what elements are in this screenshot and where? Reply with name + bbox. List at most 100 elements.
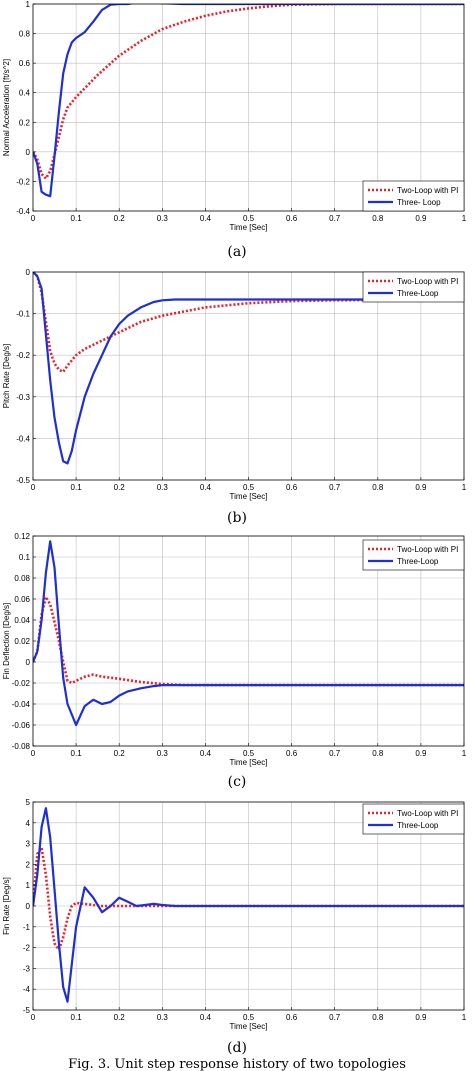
x-axis-label: Time [Sec]	[230, 758, 268, 767]
x-tick-label: 0.7	[329, 749, 341, 758]
chart-panel-d: 0 0.1 0.2 0.3 0.4 0.5 0.6 0.7 0.8 0.9 1 -5 -4 -3 -2 -1 0…	[2, 798, 467, 1056]
x-tick-label: 1	[462, 214, 467, 223]
legend-box	[362, 539, 465, 571]
y-tick-label: -0.02	[12, 679, 31, 688]
y-tick-label: -0.08	[12, 742, 31, 751]
y-tick-label: 0.08	[14, 574, 30, 583]
y-axis-label: Pitch Rate [Deg/s]	[2, 344, 11, 408]
x-tick-label: 0.6	[286, 214, 298, 223]
x-tick-label: 0.4	[200, 214, 212, 223]
x-tick-label: 0.3	[157, 483, 169, 492]
x-axis-label: Time [Sec]	[230, 492, 268, 501]
legend-label-three-loop: Three-Loop	[397, 557, 439, 566]
y-tick-label: 0.8	[19, 30, 31, 39]
y-tick-label: -0.5	[16, 476, 30, 485]
series-line-three-loop	[33, 272, 464, 465]
y-tick-label: 0.2	[19, 118, 31, 127]
y-tick-label: 1	[26, 0, 31, 9]
y-axis-label: Fin Rate [Deg/s]	[2, 877, 11, 935]
y-tick-label: -0.1	[16, 310, 30, 319]
y-tick-label: -0.3	[16, 393, 30, 402]
legend: Two-Loop with PI Three-Loop	[362, 271, 465, 303]
legend-label-two-loop: Two-Loop with PI	[397, 809, 458, 818]
x-tick-label: 0.8	[372, 214, 384, 223]
x-tick-label: 0.2	[114, 483, 126, 492]
x-tick-label: 0	[31, 1013, 36, 1022]
y-tick-label: 0.04	[14, 616, 30, 625]
series-group	[33, 272, 464, 465]
grid-lines	[33, 272, 464, 480]
series-line-three-loop	[33, 540, 464, 727]
y-tick-label: 0.6	[19, 59, 31, 68]
x-tick-label: 0.5	[243, 483, 255, 492]
x-tick-label: 0.3	[157, 1013, 169, 1022]
x-tick-label: 0.6	[286, 749, 298, 758]
figure-caption: Fig. 3. Unit step response history of tw…	[68, 1057, 406, 1071]
y-tick-label: 2	[26, 860, 31, 869]
x-tick-label: 0.8	[372, 483, 384, 492]
x-tick-label: 0.8	[372, 1013, 384, 1022]
x-tick-label: 0	[31, 749, 36, 758]
legend-box	[362, 180, 465, 212]
legend: Two-Loop with PI Three- Loop	[362, 180, 465, 212]
y-tick-label: -0.04	[12, 700, 31, 709]
x-tick-label: 0.7	[329, 1013, 341, 1022]
sub-caption-a: (a)	[227, 244, 246, 260]
x-tick-label: 0.5	[243, 749, 255, 758]
y-tick-label: -0.2	[16, 351, 30, 360]
x-tick-label: 0.1	[71, 749, 83, 758]
legend-label-three-loop: Three- Loop	[397, 198, 441, 207]
legend-label-three-loop: Three-Loop	[397, 821, 439, 830]
x-tick-label: 0.4	[200, 749, 212, 758]
y-tick-label: 5	[26, 798, 31, 807]
x-tick-label: 1	[462, 483, 467, 492]
legend: Two-Loop with PI Three-Loop	[362, 803, 465, 835]
x-tick-label: 0.7	[329, 483, 341, 492]
legend-label-two-loop: Two-Loop with PI	[397, 277, 458, 286]
x-tick-label: 1	[462, 749, 467, 758]
y-tick-label: 0.12	[14, 532, 30, 541]
y-tick-label: -4	[23, 985, 31, 994]
sub-caption-d: (d)	[227, 1040, 247, 1056]
y-tick-label: 0.4	[19, 89, 31, 98]
series-group	[33, 540, 464, 727]
y-tick-label: -0.06	[12, 721, 31, 730]
x-tick-label: 0.6	[286, 483, 298, 492]
legend-label-three-loop: Three-Loop	[397, 289, 439, 298]
chart-panel-a: 0 0.1 0.2 0.3 0.4 0.5 0.6 0.7 0.8 0.9 1 -0.4 -0.2 0 0.…	[2, 0, 467, 260]
sub-caption-c: (c)	[228, 774, 247, 790]
x-tick-label: 1	[462, 1013, 467, 1022]
y-tick-label: 0	[26, 268, 31, 277]
x-tick-label: 0.5	[243, 214, 255, 223]
x-tick-label: 0.2	[114, 1013, 126, 1022]
y-tick-label: 3	[26, 840, 31, 849]
x-tick-label: 0.1	[71, 214, 83, 223]
y-axis-label: Normal Acceleration [ft/s^2]	[2, 59, 11, 156]
y-tick-label: 0.06	[14, 595, 30, 604]
x-tick-label: 0.4	[200, 1013, 212, 1022]
y-tick-label: -0.2	[16, 177, 30, 186]
legend-label-two-loop: Two-Loop with PI	[397, 186, 458, 195]
x-tick-label: 0.8	[372, 749, 384, 758]
y-tick-label: 0	[26, 902, 31, 911]
x-tick-label: 0.1	[71, 483, 83, 492]
x-tick-label: 0.9	[415, 214, 427, 223]
y-tick-label: 0	[26, 148, 31, 157]
y-tick-label: -2	[23, 944, 31, 953]
sub-caption-b: (b)	[227, 510, 247, 526]
x-axis-label: Time [Sec]	[230, 1022, 268, 1031]
x-tick-label: 0.2	[114, 749, 126, 758]
x-tick-label: 0	[31, 483, 36, 492]
y-tick-label: -3	[23, 964, 31, 973]
legend-box	[362, 271, 465, 303]
x-tick-label: 0.3	[157, 214, 169, 223]
y-tick-label: 0.02	[14, 637, 30, 646]
y-tick-label: 4	[26, 819, 31, 828]
series-group	[33, 4, 464, 198]
x-tick-label: 0.6	[286, 1013, 298, 1022]
x-tick-label: 0.4	[200, 483, 212, 492]
y-tick-label: 0	[26, 658, 31, 667]
y-axis-label: Fin Deflection [Deg/s]	[2, 603, 11, 679]
x-tick-label: 0.9	[415, 749, 427, 758]
